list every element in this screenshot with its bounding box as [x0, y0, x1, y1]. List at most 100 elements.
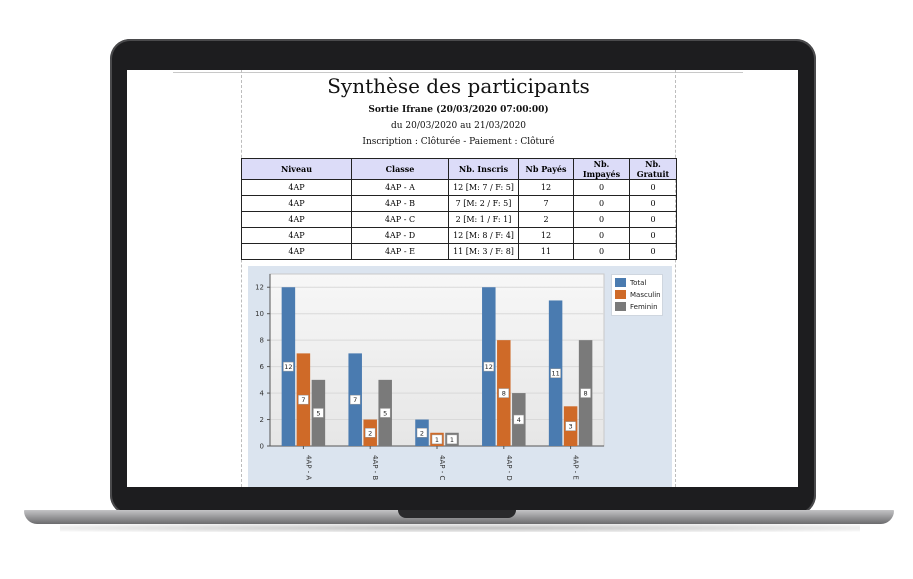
table-row: 4AP 4AP - C 2 [M: 1 / F: 1] 2 0 0 [241, 211, 677, 228]
page-top-border [173, 72, 743, 73]
cell-classe: 4AP - D [351, 227, 449, 244]
data-label: 4 [517, 416, 521, 424]
y-tick-label: 8 [260, 337, 264, 345]
data-label: 11 [551, 370, 559, 378]
cell-niveau: 4AP [241, 227, 352, 244]
data-label: 8 [584, 390, 588, 398]
data-label: 7 [353, 396, 357, 404]
cell-nb-inscris: 12 [M: 8 / F: 4] [448, 227, 519, 244]
x-tick-label: 4AP - C [438, 455, 446, 480]
data-label-box [483, 361, 495, 372]
data-label: 5 [383, 409, 387, 417]
data-label: 2 [368, 429, 372, 437]
data-label-box [298, 394, 309, 405]
laptop-screen: Synthèse des participants Sortie Ifrane … [127, 70, 798, 487]
data-label: 2 [420, 429, 424, 437]
report-title: Synthèse des participants [327, 74, 590, 98]
legend-label-feminin: Feminin [630, 303, 658, 311]
cell-niveau: 4AP [241, 243, 352, 260]
cell-nb-payes: 11 [518, 243, 574, 260]
data-label: 8 [502, 390, 506, 398]
table-row: 4AP 4AP - E 11 [M: 3 / F: 8] 11 0 0 [241, 243, 677, 260]
legend-swatch-masculin [615, 290, 626, 299]
cell-classe: 4AP - B [351, 195, 449, 212]
cell-nb-gratuit: 0 [629, 227, 677, 244]
data-label: 1 [450, 436, 454, 444]
cell-nb-impayes: 0 [573, 227, 630, 244]
report-event: Sortie Ifrane (20/03/2020 07:00:00) [368, 105, 549, 115]
page-margin-right [675, 70, 676, 487]
bar-chart-svg: 0 2 4 6 8 10 12 12 7 5 4AP - A 7 2 5 4AP - B 2 1 1 4AP - C… [255, 273, 605, 481]
legend-swatch-total [615, 278, 626, 287]
plot-area [269, 273, 605, 447]
header-nb-payes: Nb Payés [518, 158, 574, 180]
y-tick-label: 2 [260, 416, 264, 424]
cell-nb-gratuit: 0 [629, 179, 677, 196]
data-label-box [446, 434, 458, 445]
chart-legend: Total Masculin Feminin [611, 274, 663, 316]
cell-nb-inscris: 12 [M: 7 / F: 5] [448, 179, 519, 196]
report-dates: du 20/03/2020 au 21/03/2020 [390, 121, 527, 131]
cell-nb-inscris: 11 [M: 3 / F: 8] [448, 243, 519, 260]
data-label-box [513, 414, 525, 425]
cell-nb-payes: 2 [518, 211, 574, 228]
y-tick-label: 6 [260, 363, 265, 371]
cell-niveau: 4AP [241, 179, 352, 196]
cell-nb-impayes: 0 [573, 243, 630, 260]
data-label-box [416, 428, 428, 438]
cell-niveau: 4AP [241, 195, 352, 212]
table-row: 4AP 4AP - B 7 [M: 2 / F: 5] 7 0 0 [241, 195, 677, 212]
participants-table: Niveau Classe Nb. Inscris Nb Payés Nb. I… [241, 158, 677, 260]
laptop-notch [398, 510, 516, 518]
data-label-box [431, 434, 443, 445]
cell-nb-payes: 12 [518, 179, 574, 196]
x-tick-label: 4AP - B [371, 455, 379, 480]
y-tick-label: 4 [260, 390, 265, 398]
cell-nb-gratuit: 0 [629, 195, 677, 212]
laptop-shadow [60, 524, 860, 532]
cell-niveau: 4AP [241, 211, 352, 228]
data-label-box [580, 388, 591, 398]
data-label: 5 [316, 409, 320, 417]
cell-nb-payes: 12 [518, 227, 574, 244]
data-label-box [313, 408, 324, 418]
data-label-box [364, 428, 376, 438]
cell-nb-inscris: 7 [M: 2 / F: 5] [448, 195, 519, 212]
x-tick-label: 4AP - E [572, 455, 580, 480]
header-nb-inscris: Nb. Inscris [448, 158, 519, 180]
y-tick-label: 12 [255, 284, 264, 292]
data-label: 7 [301, 396, 305, 404]
y-tick-label: 0 [260, 443, 264, 451]
page-margin-left [241, 70, 242, 487]
data-label-box [379, 408, 391, 418]
cell-nb-impayes: 0 [573, 179, 630, 196]
data-label-box [550, 368, 561, 378]
y-tick-label: 10 [255, 310, 264, 318]
cell-classe: 4AP - E [351, 243, 449, 260]
table-header-row: Niveau Classe Nb. Inscris Nb Payés Nb. I… [241, 158, 677, 180]
data-label-box [498, 388, 510, 398]
data-label-box [283, 361, 294, 372]
cell-classe: 4AP - A [351, 179, 449, 196]
legend-swatch-feminin [615, 302, 626, 311]
cell-nb-gratuit: 0 [629, 211, 677, 228]
participants-chart: 0 2 4 6 8 10 12 12 7 5 4AP - A 7 2 5 4AP - B 2 1 1 4AP - C… [248, 266, 672, 487]
data-label-box [565, 421, 576, 431]
cell-classe: 4AP - C [351, 211, 449, 228]
data-label: 12 [284, 363, 292, 371]
legend-label-total: Total [630, 279, 647, 287]
table-row: 4AP 4AP - D 12 [M: 8 / F: 4] 12 0 0 [241, 227, 677, 244]
legend-label-masculin: Masculin [630, 291, 661, 299]
cell-nb-impayes: 0 [573, 211, 630, 228]
cell-nb-inscris: 2 [M: 1 / F: 1] [448, 211, 519, 228]
data-label: 3 [569, 423, 573, 431]
cell-nb-gratuit: 0 [629, 243, 677, 260]
cell-nb-payes: 7 [518, 195, 574, 212]
header-classe: Classe [351, 158, 449, 180]
table-row: 4AP 4AP - A 12 [M: 7 / F: 5] 12 0 0 [241, 179, 677, 196]
x-tick-label: 4AP - A [304, 455, 312, 480]
x-tick-label: 4AP - D [505, 455, 513, 481]
header-nb-gratuit: Nb. Gratuit [629, 158, 677, 180]
data-label-box [349, 394, 361, 405]
header-nb-impayes: Nb. Impayés [573, 158, 630, 180]
